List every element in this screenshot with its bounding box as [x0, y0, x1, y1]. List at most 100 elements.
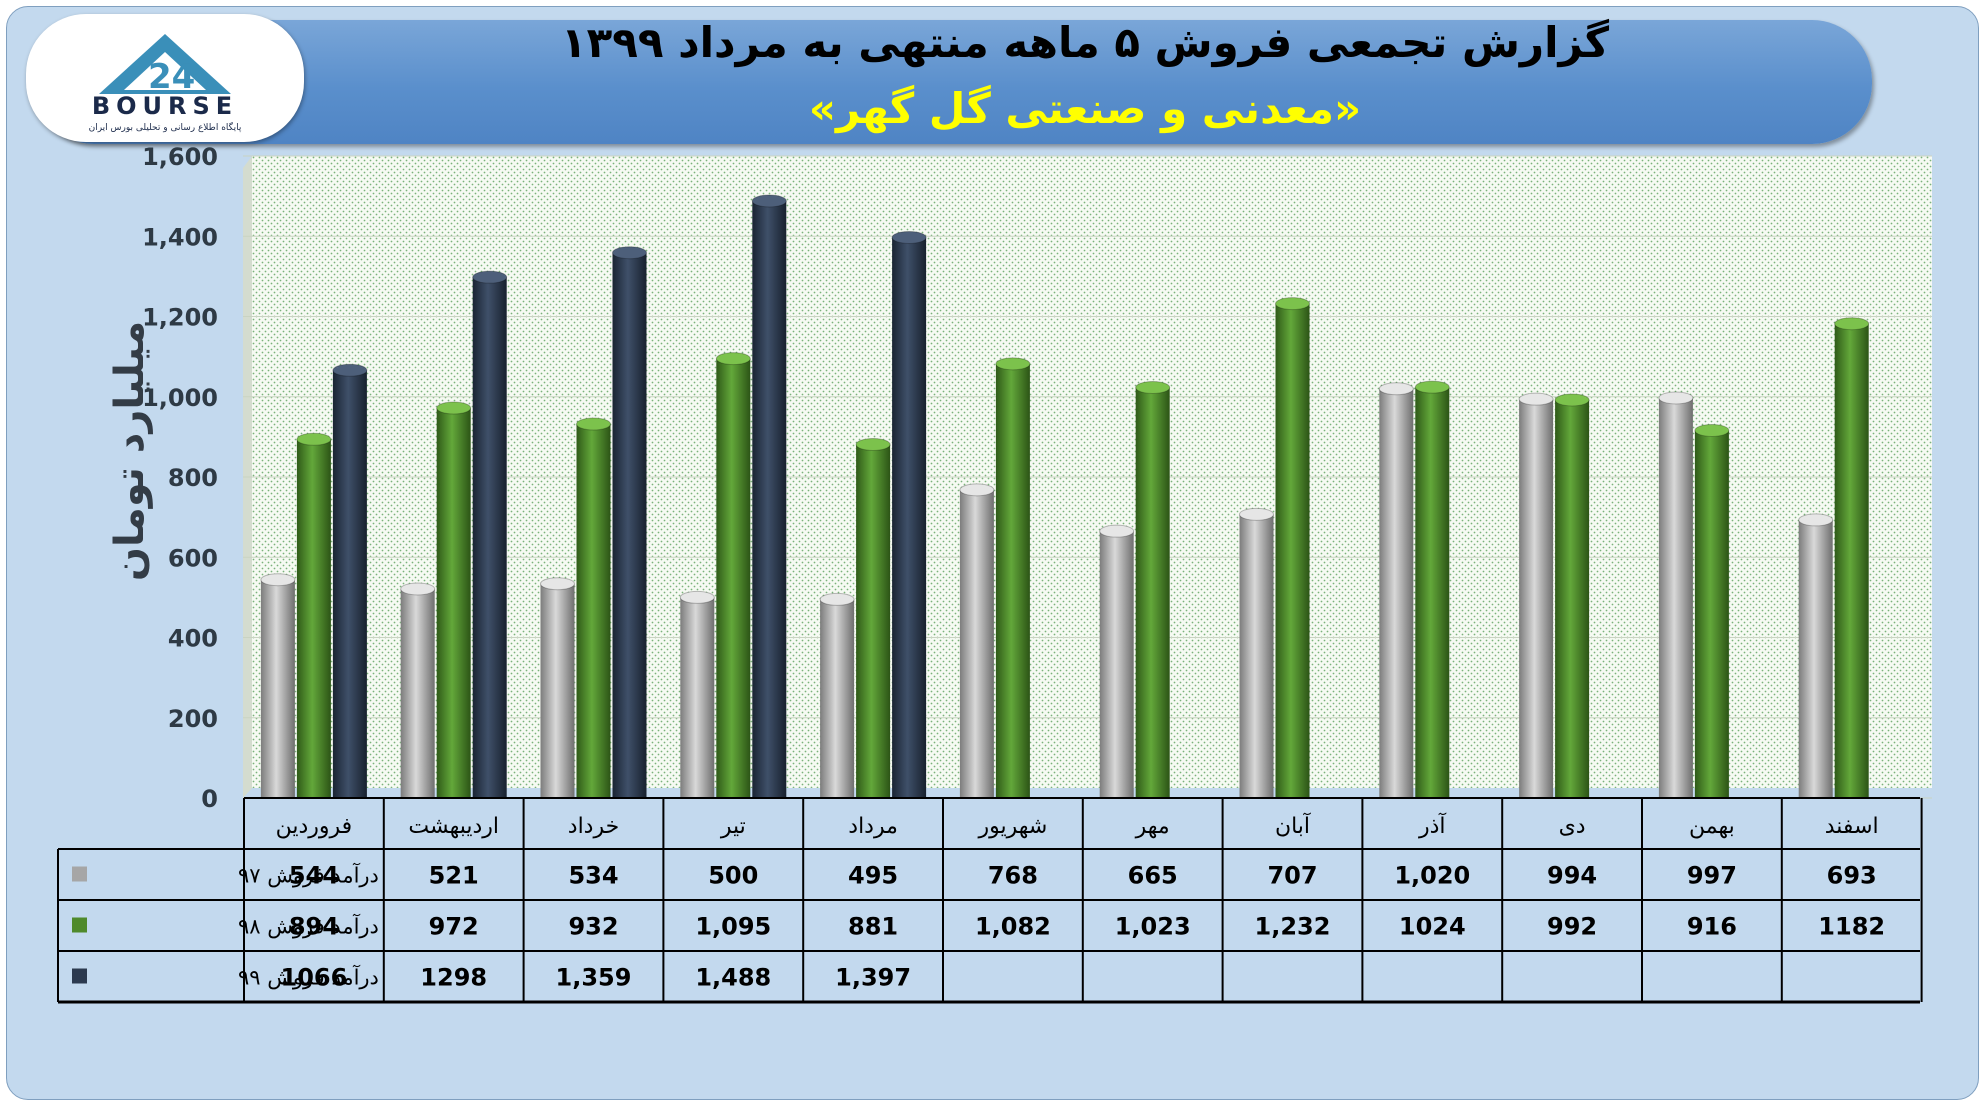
data-table: فروردین اردیبهشت خرداد تیر مرداد شهریور مهر آبا…: [57, 797, 1923, 1004]
x-tick-label: فروردین: [276, 814, 353, 839]
data-label: 1298: [420, 964, 487, 992]
bar-cap: [1378, 382, 1414, 396]
legend-entry: درآمد فروش ۹۷: [238, 863, 379, 888]
x-tick-label: آذر: [1418, 812, 1446, 839]
bar-cap: [1135, 381, 1171, 395]
legend-entry: درآمد فروش ۹۹: [238, 965, 379, 990]
data-label: 665: [1128, 862, 1178, 890]
bar-cap: [296, 432, 332, 446]
bar-cap: [1554, 393, 1590, 407]
bar-cap: [959, 483, 995, 497]
x-tick-label: آبان: [1275, 812, 1311, 839]
bar-cap: [855, 437, 891, 451]
bar: [1379, 388, 1414, 798]
bars: [260, 194, 1870, 799]
bar-cap: [576, 417, 611, 431]
bar: [752, 200, 787, 798]
data-label: 1,397: [835, 964, 911, 992]
y-axis-ticks: 0 200 400 600 800 1,000 1,200 1,400 1,600: [142, 143, 218, 813]
x-tick-label: مرداد: [848, 814, 898, 839]
x-tick-label: بهمن: [1689, 814, 1735, 839]
chart-subtitle: «معدنی و صنعتی گل گهر»: [808, 84, 1362, 133]
bar: [1099, 531, 1134, 798]
data-label: 544: [289, 862, 339, 890]
gridlines: [243, 155, 1932, 799]
bar-cap: [1099, 524, 1135, 538]
data-label: 1182: [1818, 913, 1885, 941]
logo-brand: BOURSE: [92, 92, 238, 120]
bar-cap: [540, 577, 575, 591]
legend-swatch: [72, 917, 87, 933]
bourse-logo-mark: 24 BOURSE پایگاه اطلاع رسانی و تحلیلی بو…: [89, 34, 242, 133]
data-label: 972: [429, 913, 479, 941]
bar: [1275, 303, 1310, 798]
data-label: 500: [708, 862, 758, 890]
bar: [472, 277, 507, 798]
bar-cap: [715, 352, 751, 366]
bar-cap: [679, 590, 715, 604]
bar-cap: [995, 357, 1031, 371]
bar: [959, 489, 994, 798]
data-label: 521: [429, 862, 479, 890]
y-tick-label: 400: [168, 625, 218, 653]
bar: [400, 588, 435, 798]
y-tick-label: 1,000: [142, 384, 218, 412]
logo-tagline: پایگاه اطلاع رسانی و تحلیلی بورس ایران: [89, 121, 242, 133]
bar-cap: [819, 592, 855, 606]
y-tick-label: 200: [168, 705, 218, 733]
bar-cap: [891, 230, 927, 244]
title-banner: [34, 20, 1872, 144]
data-label: 916: [1687, 913, 1737, 941]
data-label: 495: [848, 862, 898, 890]
bar-cap: [400, 582, 436, 596]
x-tick-label: مهر: [1135, 814, 1170, 839]
data-label: 994: [1547, 862, 1597, 890]
bar-cap: [1658, 391, 1694, 405]
legend-swatch: [72, 866, 87, 882]
bar: [856, 444, 891, 798]
legend-swatch: [72, 968, 87, 984]
plot-area: [252, 156, 1932, 788]
bar: [260, 579, 295, 798]
data-label: 997: [1687, 862, 1737, 890]
bar-cap: [1414, 380, 1450, 394]
bar-cap: [1694, 423, 1730, 437]
y-tick-label: 600: [168, 544, 218, 572]
data-label: 1066: [281, 964, 348, 992]
bar-cap: [1798, 513, 1834, 527]
y-tick-label: 800: [168, 464, 218, 492]
bar: [995, 363, 1030, 798]
x-tick-label: شهریور: [977, 814, 1047, 839]
bar: [1239, 514, 1274, 798]
y-tick-label: 1,200: [142, 304, 218, 332]
bar: [296, 439, 331, 798]
bar-cap: [1834, 317, 1870, 331]
bar: [820, 599, 855, 798]
logo-triangle-inner: [124, 52, 206, 90]
bar-cap: [612, 246, 647, 260]
x-tick-label: خرداد: [568, 814, 619, 839]
x-tick-label: تیر: [720, 814, 746, 839]
bar: [680, 597, 715, 798]
chart-title: گزارش تجمعی فروش ۵ ماهه منتهی به مرداد ۱…: [560, 18, 1610, 67]
bar: [576, 424, 611, 798]
data-label: 932: [568, 913, 618, 941]
bar-cap: [1518, 392, 1554, 406]
data-label: 1,095: [695, 913, 771, 941]
data-label: 534: [568, 862, 618, 890]
bar: [540, 583, 575, 798]
x-tick-label: اسفند: [1825, 814, 1879, 839]
bar: [1694, 430, 1729, 798]
legend-entry: درآمد فروش ۹۸: [238, 914, 379, 939]
data-label: 1,488: [695, 964, 771, 992]
bar-cap: [332, 363, 368, 377]
bar: [716, 358, 751, 798]
bar: [892, 237, 927, 799]
data-label: 1,023: [1115, 913, 1191, 941]
bar: [1415, 387, 1450, 798]
bar: [1555, 399, 1590, 798]
data-label: 1,082: [975, 913, 1051, 941]
y-tick-label: 0: [201, 785, 218, 813]
data-label: 693: [1827, 862, 1877, 890]
bar: [1658, 397, 1693, 798]
